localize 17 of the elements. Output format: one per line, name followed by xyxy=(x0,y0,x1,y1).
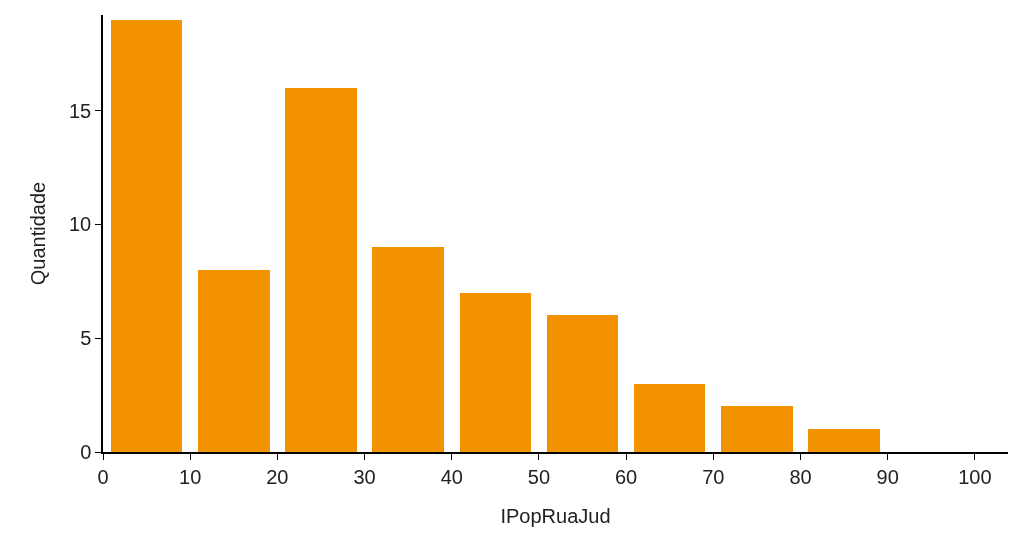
y-tick-label: 10 xyxy=(69,213,92,236)
x-tick-label: 30 xyxy=(353,465,376,488)
y-tick-label: 0 xyxy=(80,441,92,463)
y-tick-label: 15 xyxy=(69,99,92,122)
x-tick-label: 0 xyxy=(97,465,109,488)
x-tick-label: 40 xyxy=(440,465,463,488)
y-tick-label: 5 xyxy=(80,327,92,350)
x-tick-label: 70 xyxy=(702,465,725,488)
x-tick-label: 100 xyxy=(958,465,992,488)
x-tick-label: 10 xyxy=(179,465,202,488)
x-tick-label: 50 xyxy=(527,465,551,488)
x-tick-label: 80 xyxy=(789,465,812,488)
y-axis-title: Quantidade xyxy=(27,181,49,286)
x-axis-title: IPopRuaJud xyxy=(500,504,611,527)
x-tick-label: 60 xyxy=(614,465,638,488)
x-tick-label: 90 xyxy=(876,465,899,488)
x-tick-label: 20 xyxy=(266,465,289,488)
